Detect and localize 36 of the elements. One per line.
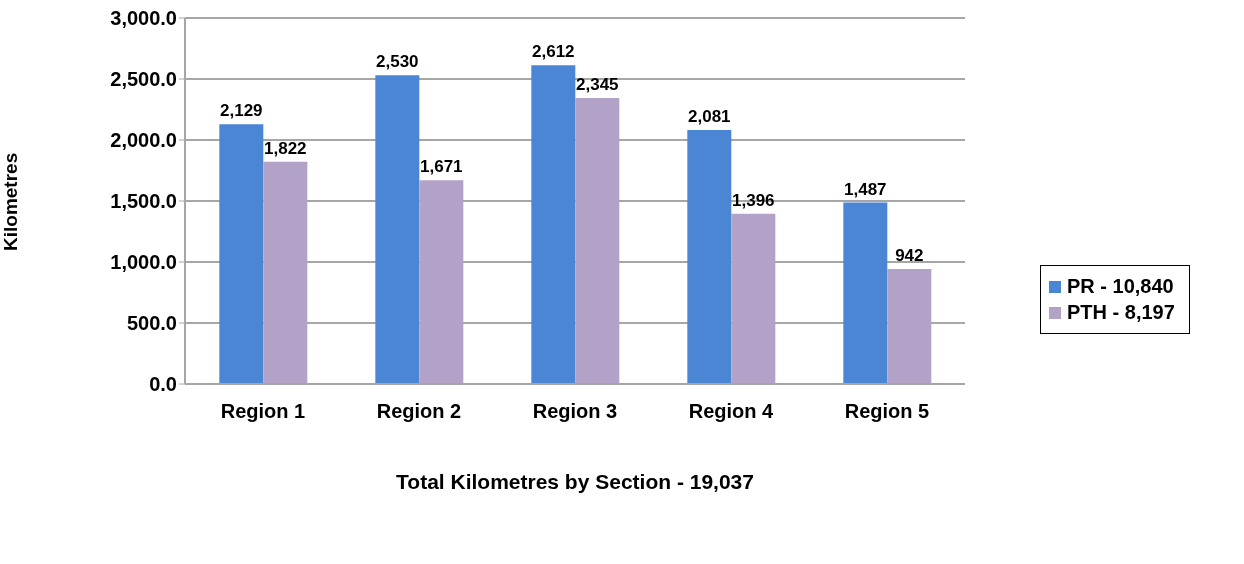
bar: [531, 65, 576, 384]
data-label: 1,396: [732, 190, 775, 210]
bar: [687, 130, 732, 384]
bar: [419, 180, 464, 384]
x-tick-label: Region 4: [688, 400, 775, 423]
data-label: 2,345: [576, 74, 619, 94]
y-tick-label: 1,500.0: [110, 190, 177, 213]
bar: [887, 269, 932, 384]
bar: [731, 213, 776, 384]
bar: [843, 202, 888, 384]
bar: [263, 161, 308, 384]
x-tick-label: Region 5: [844, 400, 930, 423]
legend-label: PTH - 8,197: [1067, 301, 1175, 324]
x-tick-label: Region 2: [376, 400, 462, 423]
data-label: 1,822: [264, 138, 307, 158]
x-tick-label: Region 1: [220, 400, 306, 423]
bar: [219, 124, 264, 384]
bar: [575, 97, 620, 384]
y-tick-label: 2,500.0: [110, 68, 177, 91]
x-tick-label: Region 3: [532, 400, 618, 423]
data-label: 1,671: [420, 157, 463, 177]
y-tick-label: 500.0: [126, 312, 177, 335]
data-label: 942: [895, 246, 924, 266]
y-tick-label: 2,000.0: [110, 129, 177, 152]
data-label: 1,487: [844, 179, 887, 199]
y-axis-title: Kilometres: [0, 152, 21, 251]
x-axis-title: Total Kilometres by Section - 19,037: [396, 470, 754, 493]
data-label: 2,612: [532, 42, 575, 62]
y-tick-label: 3,000.0: [110, 7, 177, 30]
data-label: 2,081: [688, 107, 731, 127]
data-label: 2,129: [220, 101, 263, 121]
bar: [375, 75, 420, 384]
legend-label: PR - 10,840: [1067, 275, 1174, 298]
y-tick-label: 1,000.0: [110, 251, 177, 274]
y-tick-label: 0.0: [149, 373, 177, 396]
data-label: 2,530: [376, 52, 419, 72]
